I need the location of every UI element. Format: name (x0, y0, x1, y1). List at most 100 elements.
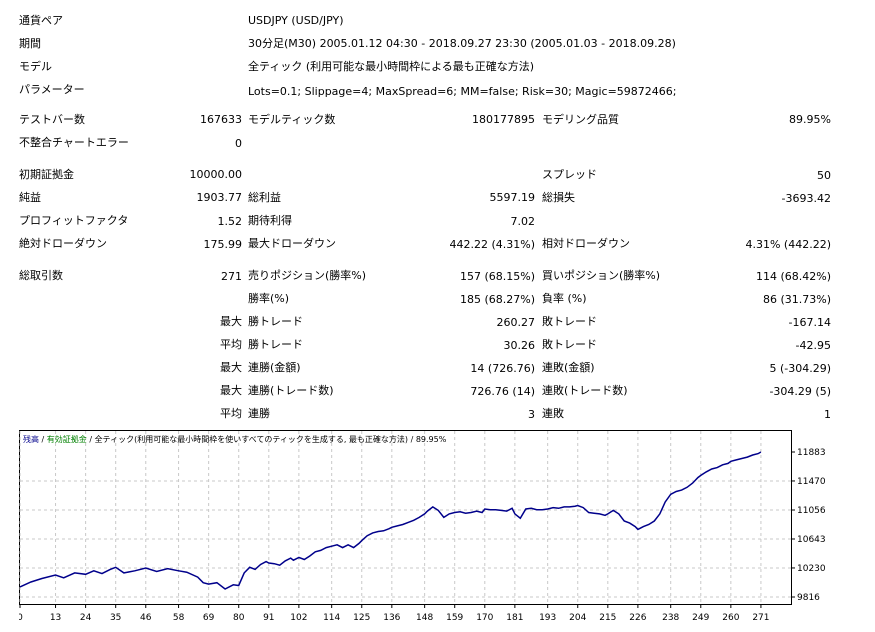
net-label: 純益 (19, 191, 41, 204)
y-tick-label: 11883 (797, 448, 826, 458)
max-cons-wins-label: 連勝(金額) (248, 361, 301, 374)
bars-label: テストバー数 (19, 113, 85, 126)
max-dd-value: 442.22 (4.31%) (449, 238, 535, 251)
deposit-label: 初期証拠金 (19, 168, 74, 181)
long-label: 買いポジション(勝率%) (542, 269, 661, 282)
x-tick-label: 114 (323, 613, 340, 623)
avg-win-label: 勝トレード (248, 338, 303, 351)
x-tick-label: 215 (599, 613, 616, 623)
x-tick-label: 271 (752, 613, 769, 623)
loss-rate-value: 86 (31.73%) (762, 293, 831, 306)
params-value: Lots=0.1; Slippage=4; MaxSpread=6; MM=fa… (248, 85, 677, 98)
legend-equity: 有効証拠金 (47, 434, 87, 444)
x-tick-label: 35 (110, 613, 121, 623)
x-tick-label: 102 (290, 613, 307, 623)
model-label: モデル (19, 60, 52, 73)
abs-dd-label: 絶対ドローダウン (19, 237, 107, 250)
avg-label-2: 平均 (220, 407, 242, 420)
payoff-label: 期待利得 (248, 214, 292, 227)
loss-rate-label: 負率 (%) (542, 292, 587, 305)
x-axis-ticks: 0 13 24 35 46 58 69 80 91 102 114 125 136 148 159 170 18… (19, 604, 770, 623)
long-value: 114 (68.42%) (755, 270, 831, 283)
x-tick-label: 260 (722, 613, 739, 623)
gross-loss-value: -3693.42 (781, 192, 831, 205)
chart-legend: 残高 / 有効証拠金 / 全ティック(利用可能な最小時間枠を使いすべてのティック… (23, 434, 447, 444)
x-tick-label: 226 (629, 613, 646, 623)
period-value: 30分足(M30) 2005.01.12 04:30 - 2018.09.27 … (248, 37, 676, 50)
ticks-label: モデルティック数 (248, 113, 336, 126)
rel-dd-label: 相対ドローダウン (542, 237, 630, 250)
symbol-label: 通貨ペア (19, 14, 63, 27)
errors-label: 不整合チャートエラー (19, 136, 129, 149)
avg-loss-value: -42.95 (795, 339, 831, 352)
max-cons-losses-value: 5 (-304.29) (769, 362, 831, 375)
largest-win-label: 勝トレード (248, 315, 303, 328)
x-tick-label: 80 (233, 613, 245, 623)
avg-label-1: 平均 (220, 338, 242, 351)
gross-profit-value: 5597.19 (489, 191, 536, 204)
gross-profit-label: 総利益 (248, 191, 281, 204)
symbol-value: USDJPY (USD/JPY) (248, 14, 344, 27)
short-label: 売りポジション(勝率%) (248, 269, 367, 282)
gross-loss-label: 総損失 (542, 191, 575, 204)
x-tick-label: 13 (50, 613, 61, 623)
max-cons-profit-label: 連勝(トレード数) (248, 384, 334, 397)
trades-label: 総取引数 (19, 269, 63, 282)
net-value: 1903.77 (196, 191, 243, 204)
avg-loss-label: 敗トレード (542, 338, 597, 351)
period-label: 期間 (19, 37, 41, 50)
avg-cons-wins-label: 連勝 (248, 407, 270, 420)
x-tick-label: 193 (539, 613, 556, 623)
y-axis-ticks: 11883 11470 11056 10643 10230 9816 (791, 448, 826, 603)
x-tick-label: 204 (569, 613, 586, 623)
largest-loss-label: 敗トレード (542, 315, 597, 328)
chart-frame (19, 430, 792, 605)
y-tick-label: 10230 (797, 564, 826, 574)
pf-label: プロフィットファクタ (19, 214, 129, 227)
win-rate-label: 勝率(%) (248, 292, 290, 305)
rel-dd-value: 4.31% (442.22) (745, 238, 831, 251)
max-cons-loss-value: -304.29 (5) (769, 385, 831, 398)
x-tick-label: 125 (353, 613, 370, 623)
x-tick-label: 238 (662, 613, 679, 623)
legend-sep: / (39, 435, 47, 444)
y-tick-label: 10643 (797, 535, 826, 545)
short-value: 157 (68.15%) (459, 270, 535, 283)
x-tick-label: 170 (476, 613, 493, 623)
max-label-2: 最大 (220, 361, 242, 374)
x-tick-label: 91 (263, 613, 274, 623)
spread-value: 50 (817, 169, 831, 182)
quality-value: 89.95% (789, 113, 831, 126)
spread-label: スプレッド (542, 168, 597, 181)
largest-loss-value: -167.14 (788, 316, 831, 329)
max-cons-losses-label: 連敗(金額) (542, 361, 595, 374)
x-tick-label: 148 (416, 613, 433, 623)
pf-value: 1.52 (217, 215, 243, 228)
x-tick-label: 24 (80, 613, 92, 623)
x-tick-label: 69 (203, 613, 215, 623)
ticks-value: 180177895 (472, 113, 535, 126)
x-tick-label: 0 (19, 613, 23, 623)
errors-value: 0 (235, 137, 242, 150)
payoff-value: 7.02 (510, 215, 536, 228)
y-tick-label: 11056 (797, 506, 826, 516)
model-value: 全ティック (利用可能な最小時間枠による最も正確な方法) (248, 60, 535, 73)
balance-chart: 残高 / 有効証拠金 / 全ティック(利用可能な最小時間枠を使いすべてのティック… (19, 430, 826, 623)
max-label-3: 最大 (220, 384, 242, 397)
chart-grid (19, 431, 791, 604)
win-rate-value: 185 (68.27%) (459, 293, 535, 306)
balance-line (19, 451, 762, 590)
x-tick-label: 249 (692, 613, 709, 623)
quality-label: モデリング品質 (542, 113, 619, 126)
avg-win-value: 30.26 (503, 339, 536, 352)
y-tick-label: 11470 (797, 477, 826, 487)
max-cons-profit-value: 726.76 (14) (470, 385, 535, 398)
x-tick-label: 136 (383, 613, 400, 623)
x-tick-label: 46 (140, 613, 152, 623)
bars-value: 167633 (200, 113, 242, 126)
max-cons-loss-label: 連敗(トレード数) (542, 384, 628, 397)
x-tick-label: 58 (173, 613, 185, 623)
x-tick-label: 181 (506, 613, 523, 623)
max-label-1: 最大 (220, 315, 242, 328)
legend-rest: / 全ティック(利用可能な最小時間枠を使いすべてのティックを生成する, 最も正確… (87, 434, 447, 444)
